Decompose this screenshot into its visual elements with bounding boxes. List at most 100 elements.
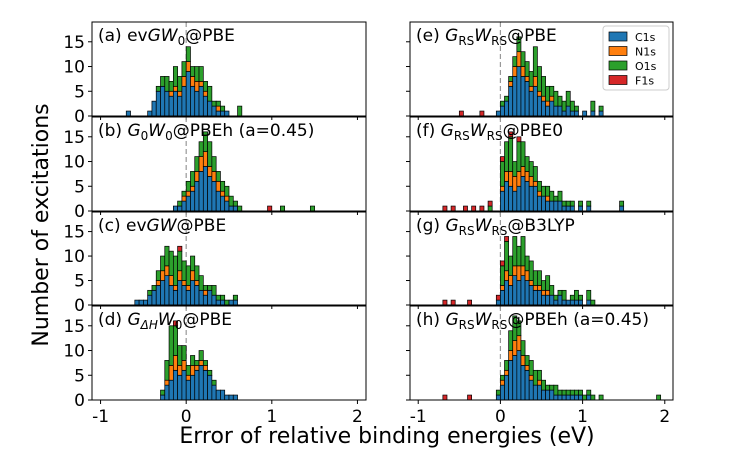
bar-b-C1s-14 [232,205,238,212]
ytick-label-b-10: 10 [63,153,85,173]
legend-swatch-F1s [608,75,628,85]
bar-c-C1s-6 [160,280,166,306]
bar-a-C1s-6 [168,95,174,117]
bar-e-N1s-8 [520,66,526,77]
bar-b-O1s-4 [190,171,196,187]
bar-a-C1s-15 [207,100,213,117]
bar-e-F1s-1 [479,110,485,117]
bar-h-O1s-11 [532,369,538,386]
bar-g-N1s-13 [537,285,542,291]
bar-a-N1s-11 [190,76,196,87]
bar-h-C1s-8 [520,365,526,401]
bar-h-O1s-21 [574,389,579,396]
xtick-label-d--1: -1 [92,407,109,427]
ytick-label-a-5: 5 [74,82,85,102]
bar-f-F1s-1 [450,205,456,212]
bar-a-O1s-8 [177,76,183,92]
bar-e-C1s-10 [528,90,534,117]
bar-f-N1s-17 [545,195,551,202]
bar-g-N1s-15 [545,289,551,296]
xtick-label-h-2: 2 [659,407,670,427]
bar-h-C1s-10 [528,379,534,401]
bar-a-O1s-12 [194,66,200,82]
bar-h-O1s-4 [504,360,509,371]
bar-g-O1s-5 [504,241,509,272]
bar-c-C1s-18 [211,294,217,306]
bar-h-O1s-27 [656,394,662,401]
bar-b-N1s-3 [185,190,191,197]
bar-c-N1s-12 [185,285,191,291]
bar-e-O1s-9 [524,61,530,77]
ytick-label-c-10: 10 [63,247,85,267]
bar-g-O1s-8 [516,245,522,267]
bar-e-C1s-21 [574,110,579,117]
bar-a-N1s-8 [177,90,183,97]
bar-e-N1s-9 [524,76,530,82]
bar-f-O1s-13 [528,161,534,177]
bar-f-O1s-20 [557,190,563,202]
bar-b-O1s-9 [211,156,217,172]
bar-f-C1s-23 [569,205,575,212]
bar-c-N1s-7 [164,265,170,276]
bar-f-O1s-11 [520,141,526,167]
bar-e-O1s-14 [545,85,551,102]
bar-h-C1s-5 [508,360,514,401]
bar-g-O1s-23 [578,294,583,301]
ytick-label-b-5: 5 [74,177,85,197]
bar-a-O1s-3 [155,85,161,92]
bar-g-N1s-6 [508,275,514,286]
bar-a-C1s-7 [172,90,178,117]
bar-e-N1s-14 [545,100,551,107]
bar-h-O1s-23 [582,394,588,401]
bar-a-O1s-11 [190,66,196,77]
panel-b: 0 5 10 15 (b) G0W0@PBEh (a=0.45) [63,116,367,222]
bar-g-C1s-14 [541,294,546,306]
legend-swatch-C1s [608,31,628,42]
bar-b-O1s-1 [177,200,183,207]
bar-f-O1s-22 [565,200,571,207]
bar-b-O1s-17 [280,205,286,212]
bar-b-C1s-0 [172,205,178,212]
bar-a-O1s-7 [172,66,178,87]
bar-b-O1s-2 [181,190,187,197]
bar-d-C1s-16 [228,394,234,401]
bar-b-C1s-1 [177,205,183,212]
bar-b-O1s-5 [194,156,200,172]
bar-d-C1s-3 [172,369,178,401]
bar-h-O1s-18 [561,389,567,396]
bar-f-F1s-5 [487,200,493,207]
bar-f-C1s-17 [545,200,551,212]
bar-f-N1s-8 [508,171,514,187]
bar-a-C1s-13 [198,85,204,117]
bar-b-O1s-15 [237,205,243,212]
bar-d-O1s-1 [164,360,170,381]
bar-c-N1s-13 [190,270,196,281]
bar-f-O1s-14 [532,166,538,182]
bar-d-C1s-9 [198,365,204,401]
bar-f-C1s-26 [619,205,625,212]
bar-f-C1s-7 [504,180,509,212]
bar-a-O1s-18 [220,105,226,112]
legend-label-F1s: F1s [635,75,654,88]
bar-c-C1s-3 [147,294,153,306]
bar-c-C1s-2 [143,299,149,306]
bar-h-O1s-9 [524,355,530,366]
panel-title-h: (h) GRSWRS@PBEh (a=0.45) [416,310,649,332]
bar-h-N1s-8 [520,355,526,366]
bar-f-F1s-2 [463,205,468,212]
panel-h: -1 0 1 2 (h) GRSWRS@PBEh (a=0.45) [406,305,674,427]
legend-swatch-N1s [608,46,628,56]
bar-g-O1s-21 [569,294,575,301]
bar-e-O1s-17 [557,95,563,107]
bar-b-O1s-12 [224,185,230,197]
bar-b-C1s-13 [228,205,234,212]
bar-f-C1s-8 [508,185,514,212]
bar-h-O1s-26 [598,394,604,401]
bar-c-O1s-9 [172,255,178,286]
bar-d-C1s-2 [168,379,174,401]
bar-c-N1s-5 [155,280,161,286]
bar-c-O1s-20 [220,294,226,301]
bar-d-C1s-8 [194,369,200,401]
bar-h-O1s-22 [578,389,583,396]
